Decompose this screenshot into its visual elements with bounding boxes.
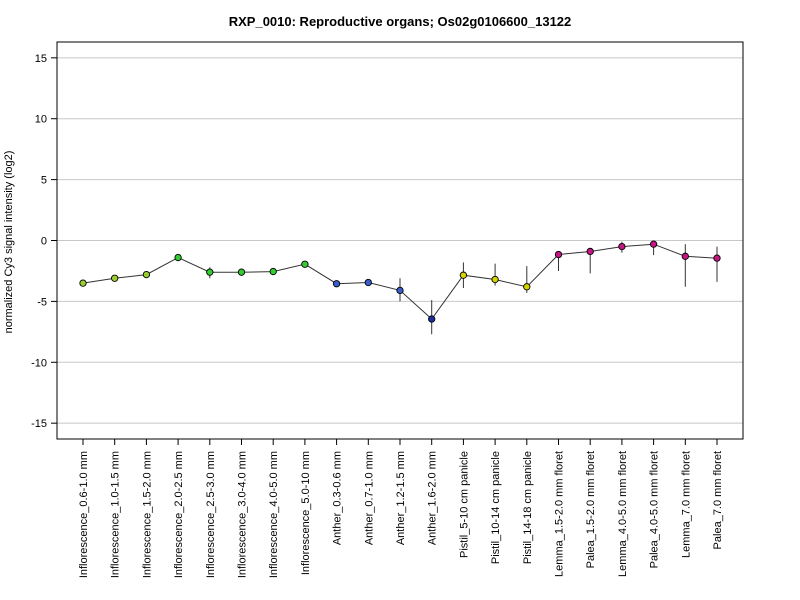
data-point — [142, 270, 151, 279]
x-tick-label: Inflorescence_3.0-4.0 mm — [237, 451, 249, 578]
x-tick-label: Pistil_10-14 cm panicle — [490, 451, 502, 564]
data-point — [332, 280, 341, 288]
plot-frame — [56, 41, 744, 440]
data-point — [396, 286, 404, 295]
data-point — [79, 279, 87, 287]
x-tick-label: Palea_1.5-2.0 mm floret — [585, 451, 597, 568]
data-point — [428, 315, 436, 323]
x-axis: Inflorescence_0.6-1.0 mm Inflorescence_1.… — [78, 439, 724, 578]
x-tick-label: Lemma_4.0-5.0 mm floret — [617, 451, 629, 577]
x-tick-label: Inflorescence_4.0-5.0 mm — [268, 451, 280, 578]
y-tick-label: -5 — [37, 296, 47, 308]
x-tick-label: Inflorescence_1.5-2.0 mm — [141, 451, 153, 578]
data-point — [459, 271, 468, 279]
x-tick-label: Anther_0.7-1.0 mm — [363, 451, 375, 545]
y-tick-label: 15 — [35, 53, 47, 65]
data-point — [713, 254, 721, 262]
chart-title: RXP_0010: Reproductive organs; Os02g0106… — [229, 14, 572, 29]
x-tick-label: Anther_1.6-2.0 mm — [427, 451, 439, 545]
data-point — [491, 275, 499, 284]
x-tick-label: Palea_4.0-5.0 mm floret — [649, 451, 661, 568]
data-point — [649, 240, 658, 248]
x-tick-label: Inflorescence_2.5-3.0 mm — [205, 451, 217, 578]
y-tick-label: 0 — [41, 236, 47, 248]
y-tick-label: -10 — [31, 357, 47, 369]
y-tick-label: 5 — [41, 175, 47, 187]
x-tick-label: Inflorescence_2.0-2.5 mm — [173, 451, 185, 578]
grid-lines — [57, 57, 743, 424]
x-tick-label: Anther_1.2-1.5 mm — [395, 451, 407, 545]
x-tick-label: Pistil_5-10 cm panicle — [458, 451, 470, 558]
data-point — [554, 250, 563, 259]
data-point — [523, 283, 531, 291]
data-point — [586, 247, 594, 256]
x-tick-label: Pistil_14-18 cm panicle — [522, 451, 534, 564]
x-tick-label: Lemma_7.0 mm floret — [680, 451, 692, 558]
x-tick-label: Palea_7.0 mm floret — [712, 451, 724, 549]
data-point — [174, 253, 182, 262]
x-tick-label: Inflorescence_5.0-10 mm — [300, 451, 312, 575]
data-point — [237, 268, 246, 276]
x-tick-label: Lemma_1.5-2.0 mm floret — [554, 451, 566, 577]
data-point — [618, 242, 626, 251]
x-tick-label: Anther_0.3-0.6 mm — [332, 451, 344, 545]
data-point — [364, 278, 372, 287]
y-tick-label: -15 — [31, 418, 47, 430]
data-point — [111, 274, 119, 282]
x-tick-label: Inflorescence_1.0-1.5 mm — [110, 451, 122, 578]
data-point — [681, 252, 689, 260]
y-axis: 15 10 5 0 -5 -10 -15 — [31, 53, 57, 430]
y-tick-label: 10 — [35, 114, 47, 126]
data-point — [269, 267, 277, 276]
data-point — [301, 260, 309, 268]
data-point — [206, 268, 214, 276]
data-points — [79, 240, 721, 323]
x-tick-label: Inflorescence_0.6-1.0 mm — [78, 451, 90, 578]
y-axis-label: normalized Cy3 signal intensity (log2) — [3, 151, 15, 334]
